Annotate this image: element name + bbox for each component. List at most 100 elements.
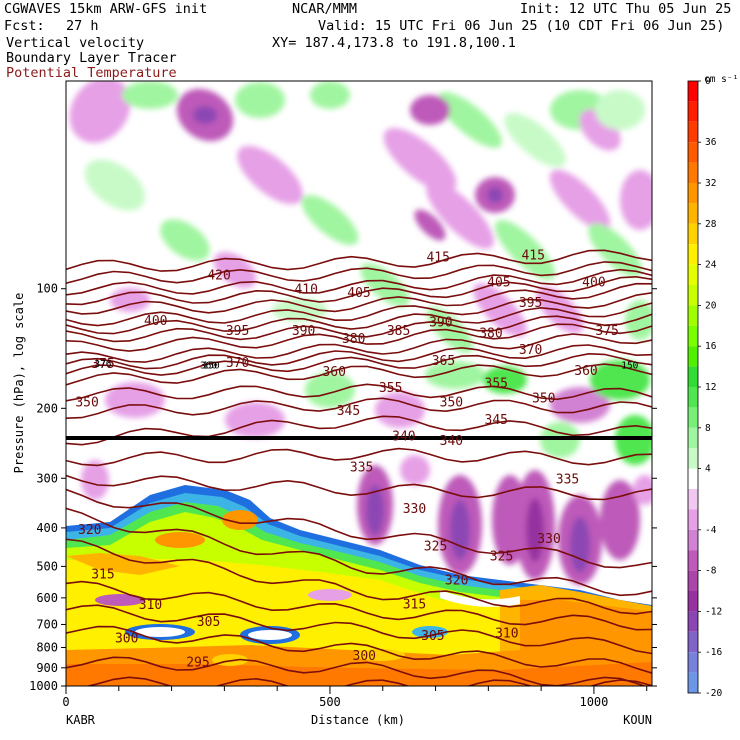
colorbar-swatch	[688, 468, 698, 489]
theta-label: 350	[75, 395, 98, 410]
y-tick-label: 600	[36, 591, 58, 605]
y-tick-label: 200	[36, 401, 58, 415]
theta-label: 420	[207, 268, 230, 283]
start-station-label: KABR	[66, 713, 96, 727]
y-axis-title: Pressure (hPa), log scale	[12, 293, 26, 474]
field-vertical-velocity: Vertical velocity	[6, 35, 145, 51]
tropopause-label: 150	[621, 360, 638, 371]
colorbar-swatch	[688, 285, 698, 306]
colorbar-swatch	[688, 591, 698, 612]
tropopause-label: 150	[203, 360, 220, 371]
cross-section-endpoints: XY= 187.4,173.8 to 191.8,100.1	[272, 35, 516, 51]
theta-label: 330	[537, 532, 560, 547]
theta-contour	[66, 447, 652, 467]
theta-contour	[66, 397, 652, 419]
y-tick-label: 100	[36, 282, 58, 296]
theta-label: 360	[574, 364, 597, 379]
model-title: CGWAVES 15km ARW-GFS init	[4, 1, 208, 17]
colorbar-unit: cm s⁻¹	[704, 74, 738, 85]
tropopause-label: 376	[94, 359, 111, 370]
init-time: Init: 12 UTC Thu 05 Jun 25	[520, 1, 732, 17]
theta-label: 405	[487, 276, 510, 291]
colorbar-swatch	[688, 346, 698, 367]
colorbar-tick-label: -20	[705, 688, 722, 699]
theta-contour	[66, 323, 652, 352]
end-station-label: KOUN	[623, 713, 652, 727]
colorbar-swatch	[688, 81, 698, 102]
colorbar-swatch	[688, 203, 698, 224]
colorbar-swatch	[688, 550, 698, 571]
colorbar-swatch	[688, 101, 698, 122]
theta-label: 395	[519, 296, 542, 311]
theta-contour	[66, 344, 652, 370]
theta-contour	[66, 302, 652, 335]
theta-label: 355	[379, 381, 402, 396]
colorbar-swatch	[688, 611, 698, 632]
theta-contour	[85, 676, 652, 686]
colorbar-swatch	[688, 244, 698, 265]
theta-label: 350	[532, 392, 555, 407]
forecast-label: Fcst:	[4, 18, 45, 34]
theta-label: 390	[429, 316, 452, 331]
theta-label: 310	[139, 598, 162, 613]
colorbar-swatch	[688, 162, 698, 183]
colorbar-tick-label: 36	[705, 137, 717, 148]
colorbar-tick-label: -4	[705, 525, 717, 536]
theta-label: 400	[582, 276, 605, 291]
colorbar-tick-label: 24	[705, 260, 717, 271]
theta-label: 295	[186, 656, 209, 671]
theta-label: 390	[292, 324, 315, 339]
colorbar-swatch	[688, 672, 698, 693]
theta-contour	[66, 333, 652, 363]
theta-label: 375	[595, 324, 618, 339]
colorbar-swatch	[688, 427, 698, 449]
forecast-hour: 27 h	[66, 18, 99, 34]
colorbar-tick-label: 28	[705, 219, 717, 230]
theta-label: 315	[403, 598, 426, 613]
theta-label: 300	[353, 649, 376, 664]
theta-label: 380	[479, 327, 502, 342]
theta-label: 370	[226, 356, 249, 371]
theta-label: 330	[403, 502, 426, 517]
y-tick-label: 300	[36, 471, 58, 485]
colorbar-swatch	[688, 652, 698, 673]
y-tick-label: 800	[36, 641, 58, 655]
theta-label: 310	[495, 626, 518, 641]
theta-contour	[66, 282, 652, 315]
theta-label: 415	[426, 251, 449, 266]
theta-label: 320	[445, 574, 468, 589]
x-tick-label: 500	[319, 695, 341, 709]
theta-label: 325	[424, 540, 447, 555]
theta-label: 415	[521, 248, 544, 263]
colorbar-tick-label: 16	[705, 341, 717, 352]
colorbar-swatch	[688, 407, 698, 428]
theta-contour	[66, 261, 652, 284]
org-name: NCAR/MMM	[292, 1, 358, 17]
colorbar-swatch	[688, 183, 698, 204]
theta-label: 315	[91, 568, 114, 583]
colorbar-swatch	[688, 509, 698, 530]
theta-label: 335	[556, 472, 579, 487]
theta-contour	[66, 383, 652, 402]
colorbar-swatch	[688, 529, 698, 551]
theta-label: 340	[440, 434, 463, 449]
colorbar-tick-label: -16	[705, 647, 722, 658]
colorbar-tick-label: -8	[705, 566, 717, 577]
theta-label: 350	[440, 395, 463, 410]
y-axis: 100 200 300 400 500 600 700 800 900 1000	[29, 282, 657, 693]
theta-label: 345	[485, 413, 508, 428]
colorbar-swatch	[688, 305, 698, 326]
theta-contour	[66, 292, 652, 327]
theta-label: 305	[197, 615, 220, 630]
valid-time: Valid: 15 UTC Fri 06 Jun 25 (10 CDT Fri …	[318, 18, 725, 34]
y-tick-label: 700	[36, 617, 58, 631]
theta-label: 400	[144, 314, 167, 329]
theta-label: 335	[350, 460, 373, 475]
theta-label: 345	[337, 404, 360, 419]
theta-label: 305	[421, 629, 444, 644]
x-axis: 0 500 1000	[62, 686, 648, 709]
theta-contour	[66, 275, 652, 306]
theta-label: 370	[519, 343, 542, 358]
theta-label: 300	[115, 632, 138, 647]
theta-contour	[66, 474, 652, 501]
